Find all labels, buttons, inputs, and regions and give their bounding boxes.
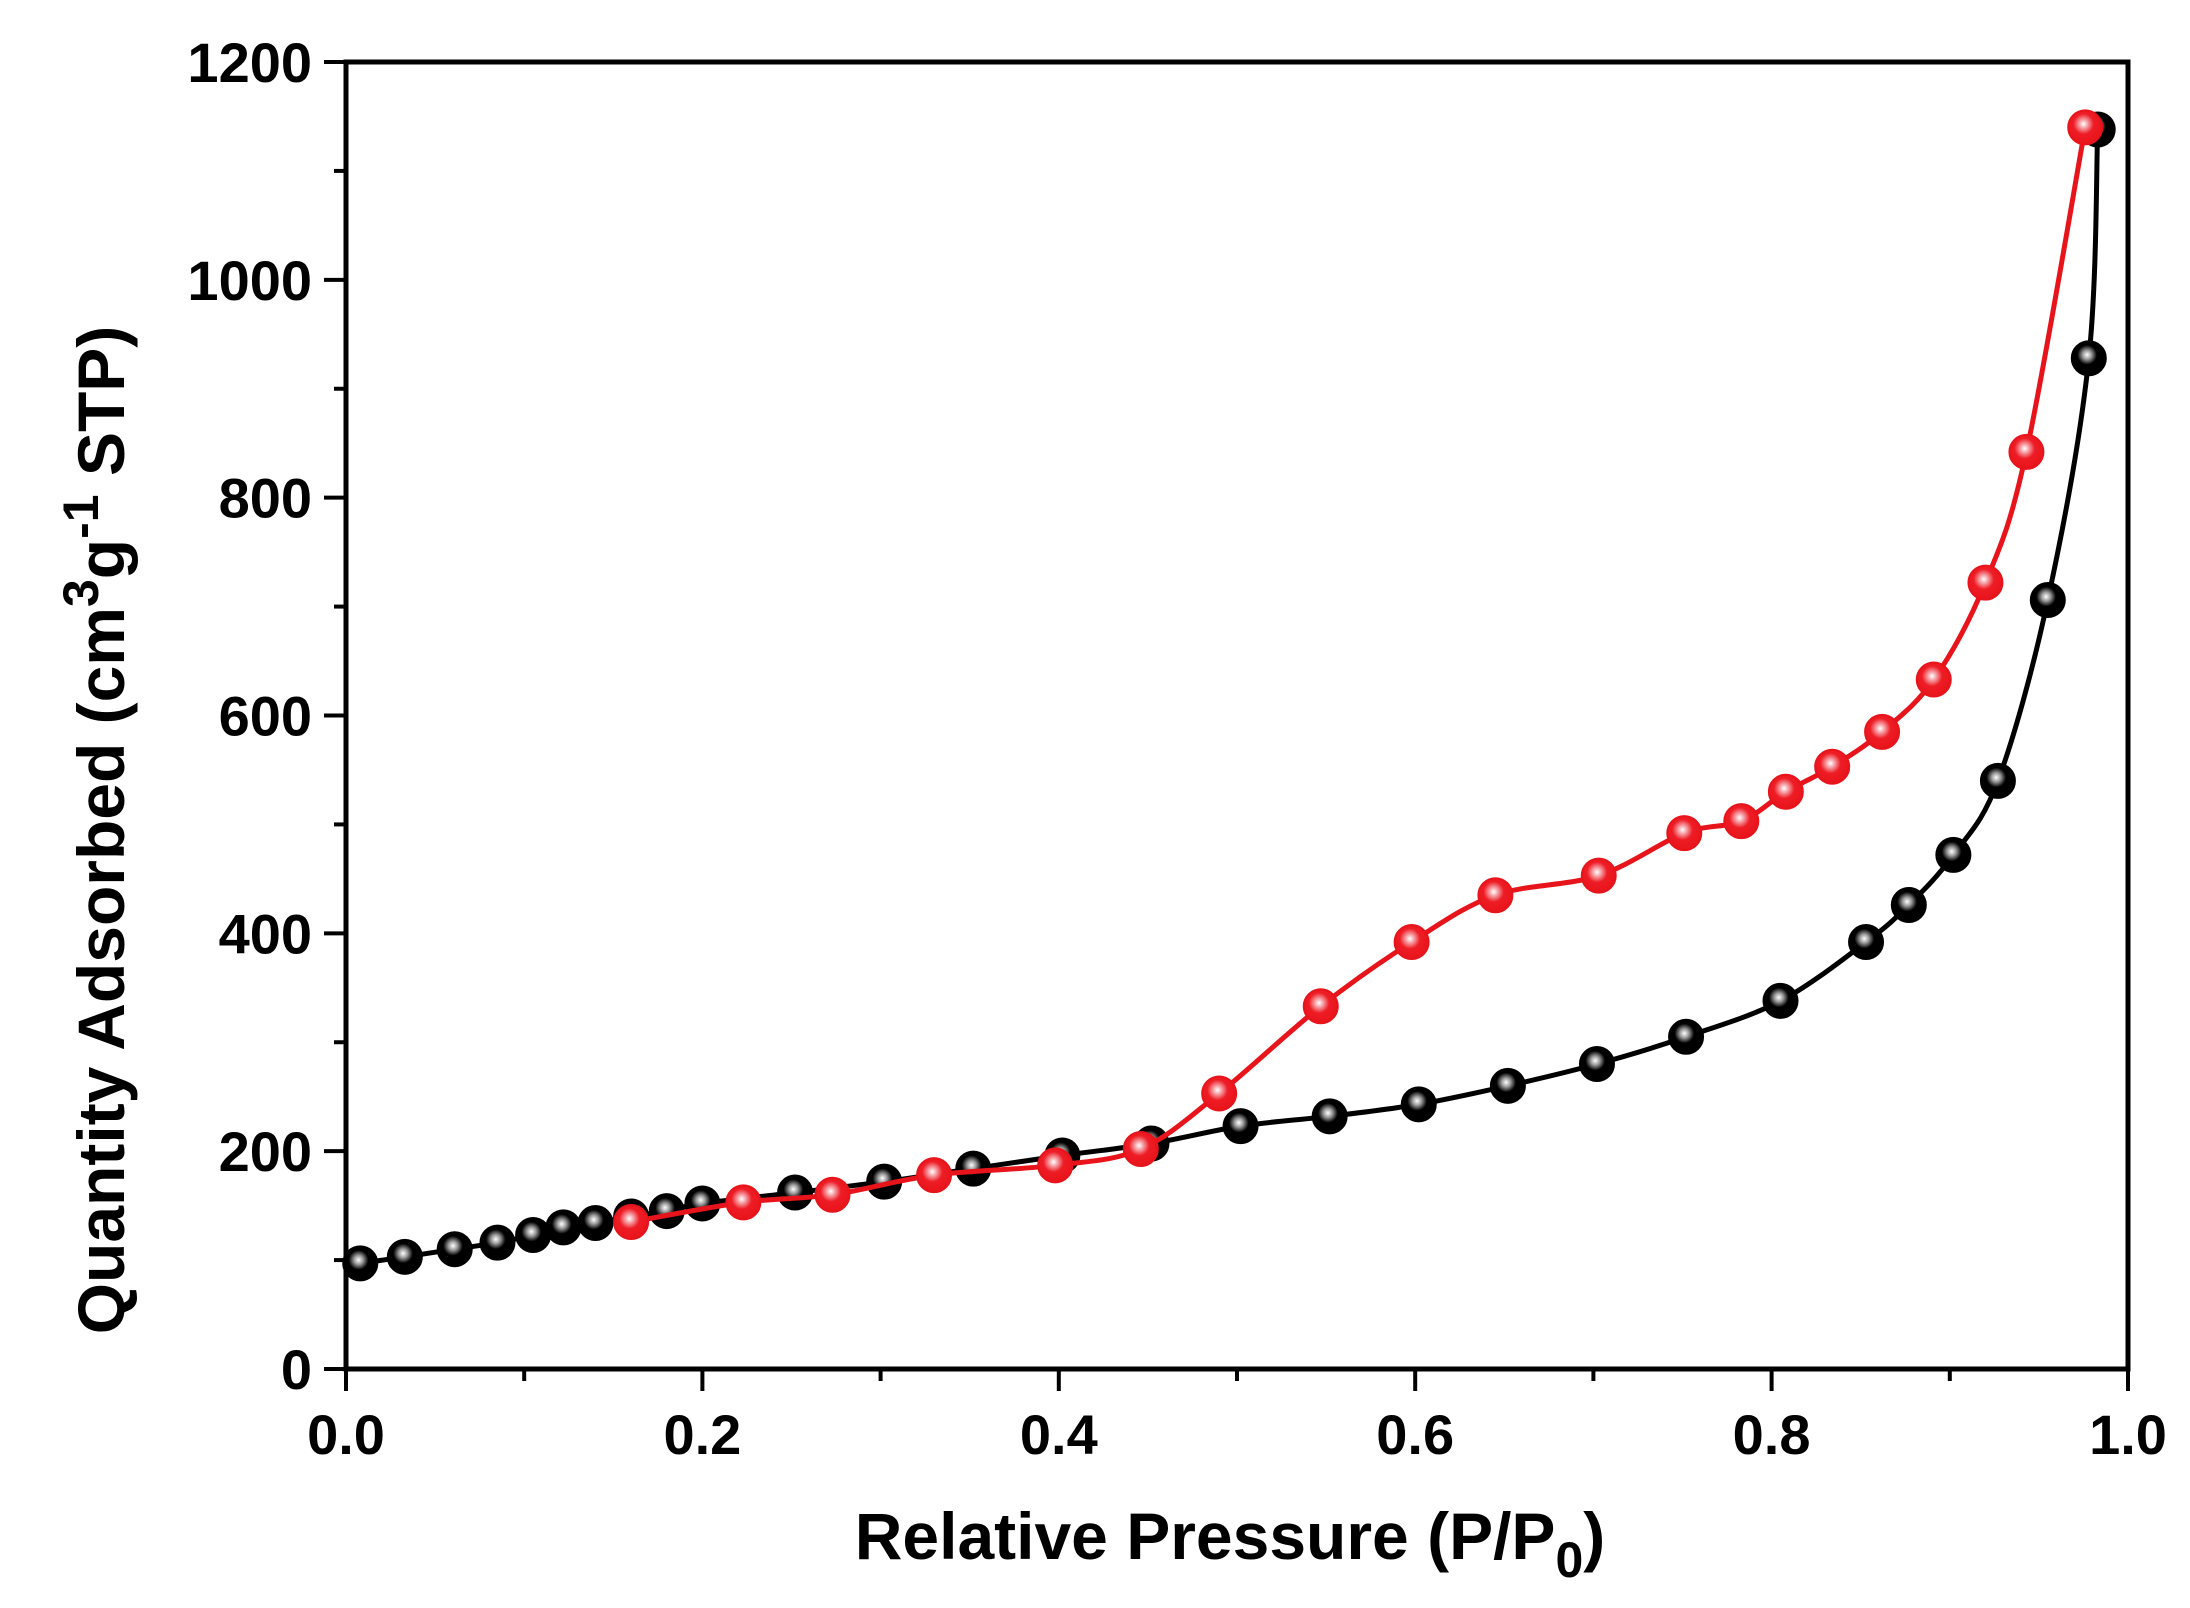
axis-labels: Relative Pressure (P/P0) Quantity Adsorb… <box>53 326 1605 1588</box>
desorption-point <box>1477 877 1514 914</box>
y-tick-label: 800 <box>219 467 312 530</box>
plot-frame <box>343 59 2131 1372</box>
adsorption-point <box>2029 582 2066 619</box>
desorption-point <box>1864 713 1901 750</box>
y-tick-label: 200 <box>219 1120 312 1183</box>
adsorption-point <box>1762 982 1799 1019</box>
desorption-point <box>1723 803 1760 840</box>
desorption-point <box>1767 773 1804 810</box>
desorption-point <box>2008 433 2045 470</box>
series-adsorption <box>342 111 2116 1282</box>
adsorption-point <box>1890 887 1927 924</box>
adsorption-point <box>1222 1108 1259 1145</box>
desorption-point <box>1393 924 1430 961</box>
y-tick-label: 0 <box>281 1338 312 1401</box>
x-tick-label: 1.0 <box>2089 1403 2167 1466</box>
desorption-point <box>725 1184 762 1221</box>
adsorption-point <box>1848 924 1885 961</box>
x-tick-label: 0.2 <box>663 1403 741 1466</box>
desorption-point <box>1122 1130 1159 1167</box>
x-tick-label: 0.6 <box>1376 1403 1454 1466</box>
y-tick-label: 1200 <box>187 31 312 94</box>
adsorption-point <box>577 1205 614 1242</box>
axes: 0.0 0.2 0.4 0.6 0.8 1.0 0 200 400 600 800 1000 1200 <box>187 31 2167 1466</box>
adsorption-point <box>515 1217 552 1254</box>
adsorption-point <box>1311 1098 1348 1135</box>
adsorption-point <box>386 1238 423 1275</box>
x-axis-label: Relative Pressure (P/P0) <box>855 1499 1606 1588</box>
y-tick-label: 400 <box>219 902 312 965</box>
adsorption-point <box>545 1209 582 1246</box>
adsorption-point <box>2070 340 2107 377</box>
desorption-point <box>1666 815 1703 852</box>
adsorption-point <box>436 1231 473 1268</box>
desorption-point <box>1302 988 1339 1025</box>
y-axis-label: Quantity Adsorbed (cm3g-1 STP) <box>53 326 138 1335</box>
desorption-point <box>1580 857 1617 894</box>
adsorption-point <box>479 1224 516 1261</box>
y-tick-label: 1000 <box>187 249 312 312</box>
series-layer <box>342 109 2116 1282</box>
adsorption-point <box>1489 1067 1526 1104</box>
adsorption-point <box>777 1174 814 1211</box>
desorption-point <box>2067 109 2104 146</box>
x-tick-label: 0.0 <box>307 1403 385 1466</box>
desorption-point <box>1967 564 2004 601</box>
desorption-point <box>814 1176 851 1213</box>
desorption-point <box>1037 1147 1074 1184</box>
adsorption-point <box>1578 1046 1615 1083</box>
desorption-point <box>916 1157 953 1194</box>
adsorption-point <box>1400 1086 1437 1123</box>
desorption-point <box>1915 661 1952 698</box>
x-tick-label: 0.4 <box>1020 1403 1098 1466</box>
adsorption-point <box>1668 1018 1705 1055</box>
series-desorption <box>613 109 2104 1240</box>
y-tick-label: 600 <box>219 685 312 748</box>
adsorption-point <box>1935 836 1972 873</box>
desorption-point <box>1201 1075 1238 1112</box>
adsorption-point <box>342 1245 379 1282</box>
desorption-point <box>1814 748 1851 785</box>
desorption-line <box>630 126 2088 1225</box>
x-tick-label: 0.8 <box>1733 1403 1811 1466</box>
desorption-point <box>613 1203 650 1240</box>
adsorption-point <box>1979 762 2016 799</box>
adsorption-point <box>684 1185 721 1222</box>
